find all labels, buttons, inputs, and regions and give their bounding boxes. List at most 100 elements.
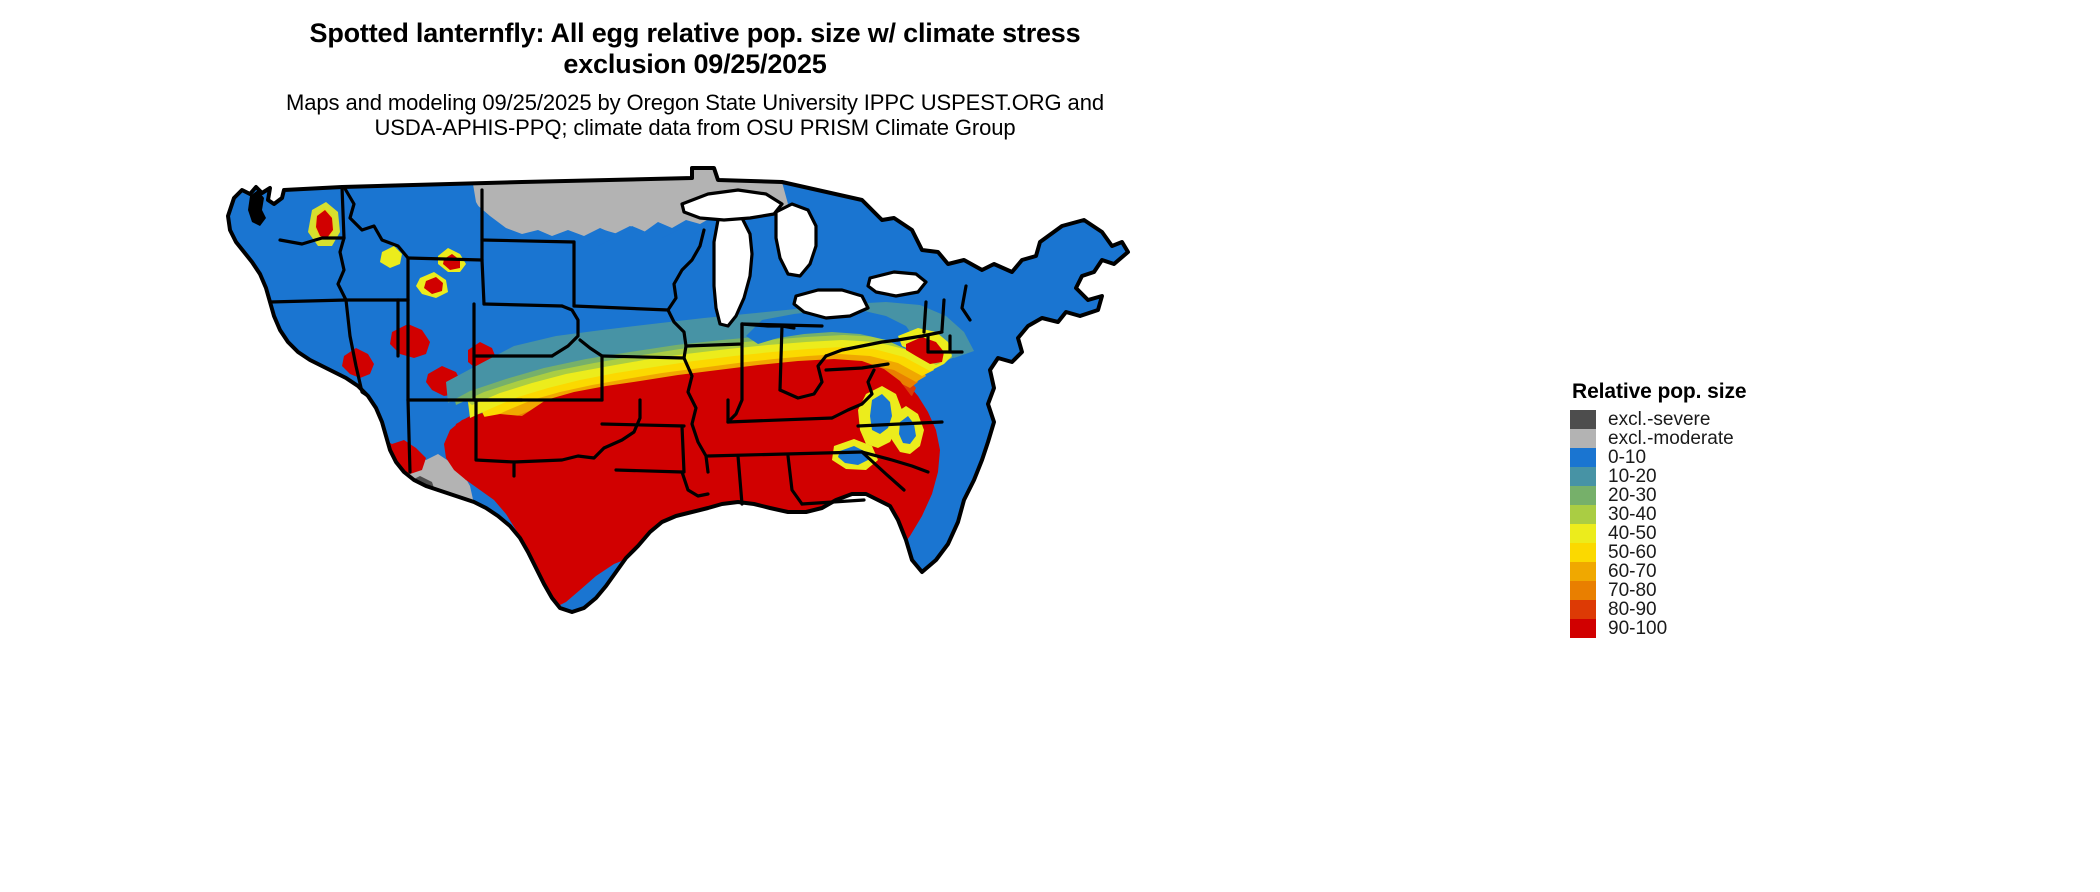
subtitle-line-1: Maps and modeling 09/25/2025 by Oregon S… bbox=[286, 90, 1104, 115]
border-wa-id bbox=[340, 185, 346, 240]
legend-color-swatch bbox=[1570, 600, 1596, 619]
border-vt-nh bbox=[940, 298, 946, 332]
legend-item-label: 20-30 bbox=[1608, 485, 1657, 506]
map-legend: Relative pop. size excl.-severe excl.-mod… bbox=[1570, 380, 1970, 638]
region-40-50-band bbox=[468, 324, 944, 418]
legend-item-label: 90-100 bbox=[1608, 618, 1668, 639]
us-choropleth-map bbox=[226, 166, 1130, 614]
legend-color-swatch bbox=[1570, 486, 1596, 505]
region-50-60-band bbox=[480, 333, 934, 420]
legend-color-swatch bbox=[1570, 448, 1596, 467]
region-excl-moderate-northern-plains bbox=[472, 168, 788, 242]
title-line-1: Spotted lanternfly: All egg relative pop… bbox=[309, 18, 1081, 48]
border-or-id bbox=[336, 236, 348, 302]
border-ar-la bbox=[614, 468, 684, 474]
legend-item: excl.-moderate bbox=[1570, 429, 1970, 448]
page-subtitle: Maps and modeling 09/25/2025 by Oregon S… bbox=[0, 90, 1390, 140]
page-title: Spotted lanternfly: All egg relative pop… bbox=[0, 18, 1390, 80]
hotspot-salmon-river bbox=[380, 246, 402, 268]
border-ky-tn bbox=[726, 416, 834, 424]
legend-item-label: excl.-severe bbox=[1608, 409, 1711, 430]
border-ne-ia bbox=[550, 304, 580, 358]
map-container bbox=[222, 160, 1162, 660]
border-mi-in-oh bbox=[740, 322, 824, 328]
border-ms-al bbox=[736, 454, 744, 506]
legend-color-swatch bbox=[1570, 505, 1596, 524]
border-pa-ny bbox=[824, 338, 900, 358]
legend-item-label: 0-10 bbox=[1608, 447, 1647, 468]
lake-erie-shore bbox=[792, 288, 870, 320]
legend-item-label: 50-60 bbox=[1608, 542, 1657, 563]
legend-item-label: excl.-moderate bbox=[1608, 428, 1734, 449]
border-id-mt bbox=[342, 185, 410, 260]
border-ia-mo bbox=[600, 354, 686, 360]
region-western-mountain-hotspots bbox=[308, 202, 466, 298]
legend-item: 20-30 bbox=[1570, 486, 1970, 505]
legend-color-swatch bbox=[1570, 562, 1596, 581]
legend-color-swatch bbox=[1570, 581, 1596, 600]
legend-color-swatch bbox=[1570, 429, 1596, 448]
border-ky-va-wv bbox=[830, 368, 876, 420]
legend-item: 70-80 bbox=[1570, 581, 1970, 600]
border-wy-sd bbox=[480, 258, 486, 306]
subtitle-line-2: USDA-APHIS-PPQ; climate data from OSU PR… bbox=[374, 115, 1016, 140]
border-ar-ms bbox=[680, 424, 686, 474]
border-ks-mo bbox=[578, 338, 604, 402]
legend-item: 30-40 bbox=[1570, 505, 1970, 524]
title-line-2: exclusion 09/25/2025 bbox=[563, 49, 827, 79]
border-ny-ct-ma bbox=[896, 330, 944, 342]
legend-item-label: 30-40 bbox=[1608, 504, 1657, 525]
border-al-ga bbox=[786, 454, 804, 506]
legend-color-swatch bbox=[1570, 410, 1596, 429]
legend-color-swatch bbox=[1570, 467, 1596, 486]
legend-item: 40-50 bbox=[1570, 524, 1970, 543]
border-pa-md bbox=[824, 362, 890, 372]
legend-item: 10-20 bbox=[1570, 467, 1970, 486]
region-20-30-band bbox=[452, 308, 962, 405]
legend-item-label: 80-90 bbox=[1608, 599, 1657, 620]
hotspot-cascades-core bbox=[316, 210, 333, 238]
legend-item-label: 60-70 bbox=[1608, 561, 1657, 582]
border-la-ms bbox=[680, 470, 710, 498]
legend-item: 50-60 bbox=[1570, 543, 1970, 562]
region-excl-moderate-feather bbox=[476, 204, 774, 250]
border-ca-nv bbox=[344, 298, 370, 398]
region-appalachian-cool-core bbox=[870, 394, 916, 444]
legend-item-label: 70-80 bbox=[1608, 580, 1657, 601]
border-ga-fl bbox=[800, 498, 866, 506]
border-wi-il bbox=[684, 322, 744, 348]
lake-huron-shore bbox=[774, 202, 818, 278]
legend-title: Relative pop. size bbox=[1572, 380, 1747, 403]
border-va-nc bbox=[856, 420, 944, 428]
border-ga-sc bbox=[860, 450, 906, 492]
national-outline bbox=[226, 166, 1130, 614]
lake-superior-shore bbox=[680, 188, 784, 222]
legend-item-label: 40-50 bbox=[1608, 523, 1657, 544]
legend-color-swatch bbox=[1570, 524, 1596, 543]
legend-item-label: 10-20 bbox=[1608, 466, 1657, 487]
legend-item: excl.-severe bbox=[1570, 410, 1970, 429]
state-boundaries bbox=[226, 166, 1130, 614]
border-il-in bbox=[726, 322, 744, 424]
border-nd-sd bbox=[480, 238, 576, 244]
border-tn-ms-al-ga bbox=[706, 450, 864, 458]
legend-item: 80-90 bbox=[1570, 600, 1970, 619]
border-wa-or bbox=[278, 236, 346, 246]
border-nc-sc bbox=[860, 450, 930, 474]
region-30-40-band bbox=[460, 315, 952, 405]
border-nm-tx bbox=[474, 398, 516, 478]
border-mt-wy bbox=[406, 256, 484, 262]
lake-ontario-shore bbox=[866, 270, 928, 298]
border-mo-il bbox=[682, 356, 710, 474]
border-sd-ne bbox=[482, 302, 564, 308]
border-mn-wi bbox=[666, 228, 706, 312]
legend-item: 60-70 bbox=[1570, 562, 1970, 581]
border-az-nm bbox=[406, 398, 412, 474]
legend-item: 0-10 bbox=[1570, 448, 1970, 467]
border-mo-ar bbox=[600, 422, 686, 428]
border-in-oh bbox=[778, 324, 784, 392]
map-raster-layer bbox=[228, 168, 1128, 612]
legend-item-list: excl.-severe excl.-moderate 0-10 10-20 20-30… bbox=[1570, 410, 1970, 638]
border-ia-wi-il bbox=[666, 308, 688, 360]
